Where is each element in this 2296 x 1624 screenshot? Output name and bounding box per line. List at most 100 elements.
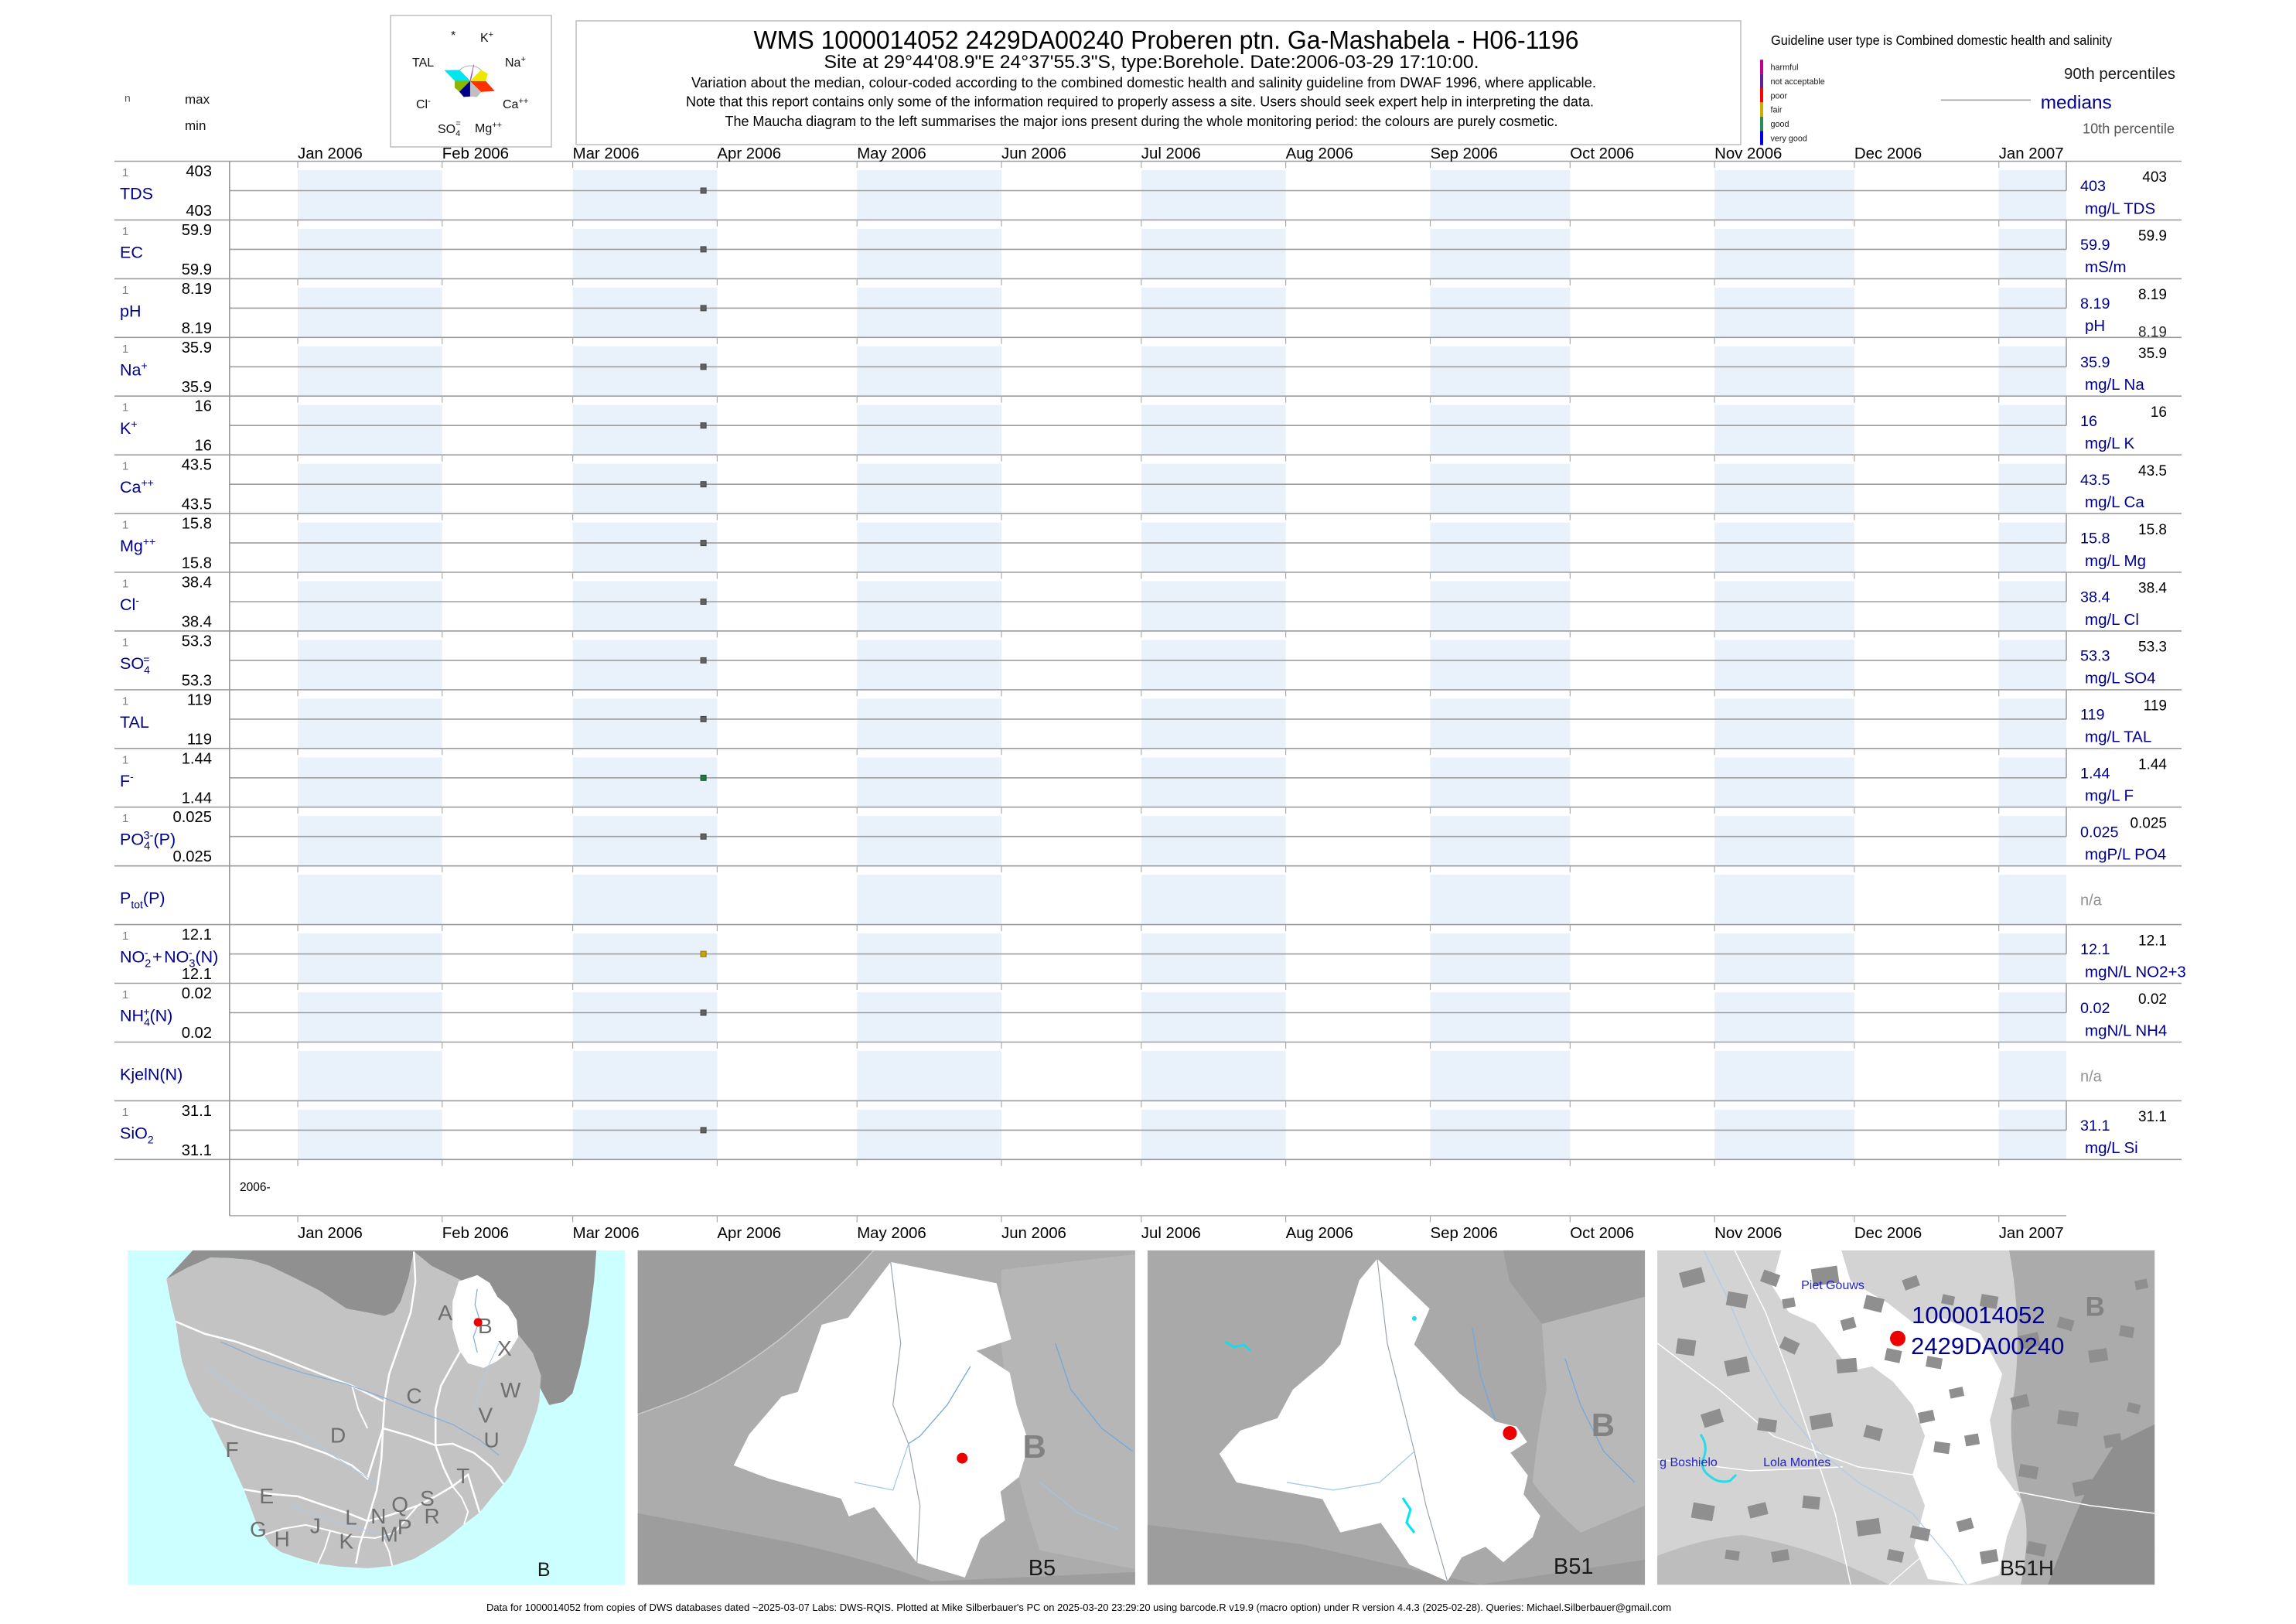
svg-text:53.3: 53.3 xyxy=(182,672,212,689)
svg-text:1: 1 xyxy=(122,753,128,766)
svg-text:1: 1 xyxy=(122,694,128,708)
svg-text:Mar 2006: Mar 2006 xyxy=(573,1225,640,1242)
svg-text:16: 16 xyxy=(195,438,212,455)
svg-text:Apr 2006: Apr 2006 xyxy=(717,1225,781,1242)
svg-text:n/a: n/a xyxy=(2080,1069,2103,1086)
svg-text:Data for 1000014052 from copie: Data for 1000014052 from copies of DWS d… xyxy=(486,1602,1671,1613)
svg-text:Nov 2006: Nov 2006 xyxy=(1714,145,1782,162)
svg-text:53.3: 53.3 xyxy=(2138,640,2167,656)
svg-text:59.9: 59.9 xyxy=(2138,228,2167,244)
svg-text:mg/L Si: mg/L Si xyxy=(2085,1139,2138,1157)
svg-text:2006-: 2006- xyxy=(240,1181,271,1194)
svg-text:mg/L SO4: mg/L SO4 xyxy=(2085,670,2156,687)
svg-text:Jan 2006: Jan 2006 xyxy=(298,1225,363,1242)
svg-text:0.02: 0.02 xyxy=(2080,1000,2110,1017)
svg-text:Sep 2006: Sep 2006 xyxy=(1431,1225,1498,1242)
svg-text:SO4=: SO4= xyxy=(438,119,461,138)
svg-text:mg/L Mg: mg/L Mg xyxy=(2085,552,2146,570)
svg-text:B: B xyxy=(2085,1292,2104,1322)
svg-text:35.9: 35.9 xyxy=(182,379,212,396)
svg-text:B: B xyxy=(478,1314,493,1338)
svg-text:10th percentile: 10th percentile xyxy=(2083,121,2175,137)
svg-text:NH4+(N): NH4+(N) xyxy=(120,1005,172,1029)
svg-text:mg/L Na: mg/L Na xyxy=(2085,376,2144,394)
svg-text:15.8: 15.8 xyxy=(182,555,212,572)
svg-text:Feb 2006: Feb 2006 xyxy=(442,1225,509,1242)
svg-text:Variation about the median, c: Variation about the median, colour-coded… xyxy=(691,75,1596,90)
svg-text:38.4: 38.4 xyxy=(182,614,212,631)
svg-text:31.1: 31.1 xyxy=(182,1103,212,1120)
svg-text:59.9: 59.9 xyxy=(182,261,212,278)
svg-text:35.9: 35.9 xyxy=(182,339,212,357)
svg-text:59.9: 59.9 xyxy=(2080,237,2110,254)
svg-text:very good: very good xyxy=(1771,135,1807,144)
svg-text:May 2006: May 2006 xyxy=(857,145,926,162)
svg-text:16: 16 xyxy=(2080,413,2097,430)
svg-text:U: U xyxy=(483,1428,499,1452)
svg-text:V: V xyxy=(479,1403,493,1427)
svg-text:Oct 2006: Oct 2006 xyxy=(1570,145,1634,162)
svg-text:E: E xyxy=(259,1484,274,1508)
svg-text:Na+: Na+ xyxy=(505,55,526,70)
svg-text:X: X xyxy=(497,1336,512,1360)
svg-text:Mg++: Mg++ xyxy=(120,535,155,555)
svg-text:n: n xyxy=(125,92,131,104)
svg-text:mgN/L NH4: mgN/L NH4 xyxy=(2085,1022,2167,1039)
svg-text:12.1: 12.1 xyxy=(2138,933,2167,949)
svg-text:B: B xyxy=(537,1559,551,1581)
svg-text:mg/L TAL: mg/L TAL xyxy=(2085,728,2151,746)
svg-text:38.4: 38.4 xyxy=(2080,589,2110,606)
svg-text:mgN/L NO2+3: mgN/L NO2+3 xyxy=(2085,963,2186,981)
svg-text:poor: poor xyxy=(1771,91,1788,101)
svg-text:1: 1 xyxy=(122,284,128,297)
svg-text:Na+: Na+ xyxy=(120,359,148,379)
svg-text:not acceptable: not acceptable xyxy=(1771,77,1825,87)
svg-text:16: 16 xyxy=(195,398,212,415)
svg-text:C: C xyxy=(406,1384,421,1408)
svg-text:2429DA00240: 2429DA00240 xyxy=(1911,1332,2064,1360)
svg-text:max: max xyxy=(185,92,210,107)
svg-text:Q: Q xyxy=(391,1493,408,1517)
svg-text:1: 1 xyxy=(122,460,128,473)
svg-text:0.025: 0.025 xyxy=(172,809,212,826)
svg-text:Aug 2006: Aug 2006 xyxy=(1286,145,1353,162)
svg-text:Jul 2006: Jul 2006 xyxy=(1141,145,1201,162)
svg-text:K: K xyxy=(339,1530,353,1554)
svg-text:Guideline user type is Combine: Guideline user type is Combined domestic… xyxy=(1771,32,2112,48)
svg-text:1.44: 1.44 xyxy=(182,790,212,807)
svg-text:90th percentiles: 90th percentiles xyxy=(2064,65,2175,83)
svg-text:0.025: 0.025 xyxy=(2130,815,2167,831)
svg-text:pH: pH xyxy=(2085,317,2105,335)
svg-text:TDS: TDS xyxy=(120,185,153,203)
svg-text:TAL: TAL xyxy=(412,56,434,70)
svg-text:The Maucha diagram to the left: The Maucha diagram to the left summarise… xyxy=(725,114,1558,129)
svg-text:15.8: 15.8 xyxy=(2080,531,2110,548)
svg-text:A: A xyxy=(438,1301,452,1325)
svg-text:1: 1 xyxy=(122,930,128,943)
svg-text:mg/L K: mg/L K xyxy=(2085,435,2135,452)
svg-text:0.02: 0.02 xyxy=(182,985,212,1002)
svg-text:1.44: 1.44 xyxy=(2080,765,2110,782)
svg-text:B51: B51 xyxy=(1554,1554,1594,1579)
svg-text:0.025: 0.025 xyxy=(172,848,212,865)
svg-text:P: P xyxy=(397,1515,412,1539)
svg-text:fair: fair xyxy=(1771,106,1783,115)
svg-text:Apr 2006: Apr 2006 xyxy=(717,145,781,162)
svg-text:119: 119 xyxy=(2144,698,2167,715)
svg-text:mg/L Ca: mg/L Ca xyxy=(2085,493,2144,511)
svg-text:N: N xyxy=(370,1504,386,1528)
svg-text:good: good xyxy=(1771,120,1789,129)
svg-text:B: B xyxy=(1023,1428,1046,1465)
svg-text:1: 1 xyxy=(122,636,128,649)
svg-text:38.4: 38.4 xyxy=(182,575,212,592)
svg-text:F: F xyxy=(226,1438,239,1462)
svg-text:59.9: 59.9 xyxy=(182,222,212,239)
svg-text:May 2006: May 2006 xyxy=(857,1225,926,1242)
svg-text:1: 1 xyxy=(122,225,128,238)
svg-text:L: L xyxy=(345,1506,357,1530)
svg-text:Sep 2006: Sep 2006 xyxy=(1431,145,1498,162)
svg-text:Oct 2006: Oct 2006 xyxy=(1570,1225,1634,1242)
svg-text:1: 1 xyxy=(122,988,128,1001)
svg-text:119: 119 xyxy=(2080,707,2105,724)
svg-text:Jan 2007: Jan 2007 xyxy=(1999,1225,2064,1242)
